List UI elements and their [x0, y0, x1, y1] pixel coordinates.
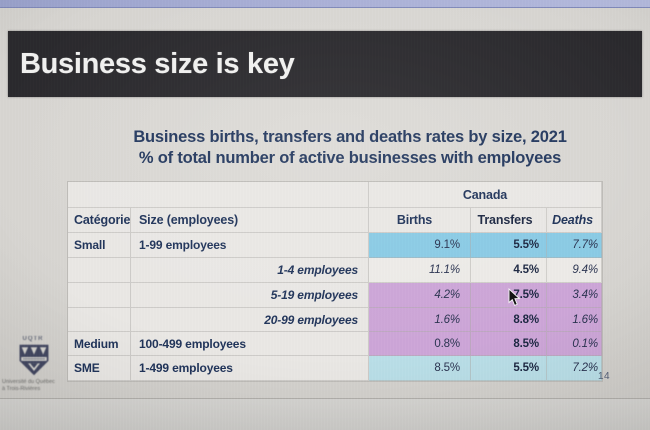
slide-header-bar: Business size is key: [8, 31, 642, 97]
col-header-size: Size (employees): [131, 208, 369, 233]
chart-title-line1: Business births, transfers and deaths ra…: [133, 128, 567, 146]
logo-shield-icon: [19, 344, 49, 376]
size-cell: 100-499 employees: [131, 332, 369, 356]
university-logo: UQTR Université du Québec à Trois-Rivièr…: [2, 336, 86, 392]
chart-title-line2: % of total number of active businesses w…: [138, 149, 562, 167]
deaths-cell: 7.7%: [547, 233, 602, 258]
category-cell: Medium: [68, 332, 131, 356]
size-cell: 1-99 employees: [131, 233, 369, 258]
region-header-spacer: [68, 182, 369, 208]
deaths-cell: 9.4%: [547, 258, 602, 283]
transfers-cell: 4.5%: [471, 258, 547, 283]
births-cell: 11.1%: [369, 258, 471, 283]
col-header-category: Catégorie: [68, 208, 131, 233]
deaths-cell: 7.2%: [547, 356, 602, 381]
col-header-births: Births: [369, 208, 471, 233]
window-top-strip: [0, 0, 650, 8]
births-cell: 8.5%: [369, 356, 471, 381]
transfers-cell: 8.8%: [471, 308, 547, 332]
col-header-deaths: Deaths: [547, 208, 602, 233]
transfers-cell: 5.5%: [471, 233, 547, 258]
slide-page-number: 14: [598, 371, 611, 382]
transfers-cell: 8.5%: [471, 332, 547, 356]
deaths-cell: 1.6%: [547, 308, 602, 332]
logo-caption-line2: à Trois-Rivières: [2, 385, 41, 392]
size-cell: 5-19 employees: [131, 283, 369, 308]
deaths-cell: 0.1%: [547, 332, 602, 356]
category-cell: SME: [68, 356, 131, 381]
chart-title-block: Business births, transfers and deaths ra…: [70, 127, 630, 169]
logo-wordmark: UQTR: [22, 336, 44, 342]
category-cell: [68, 308, 131, 332]
size-cell: 20-99 employees: [131, 308, 369, 332]
births-cell: 9.1%: [369, 233, 471, 258]
mouse-cursor-icon: [508, 287, 521, 312]
category-cell: [68, 283, 131, 308]
col-header-transfers: Transfers: [471, 208, 547, 233]
size-cell: 1-499 employees: [131, 356, 369, 381]
deaths-cell: 3.4%: [547, 283, 602, 308]
transfers-cell: 5.5%: [471, 356, 547, 381]
logo-caption-line1: Université du Québec: [2, 379, 55, 385]
region-header-canada: Canada: [369, 182, 602, 208]
category-cell: [68, 258, 131, 283]
slide-header-title: Business size is key: [20, 48, 295, 80]
transfers-cell: 7.5%: [471, 283, 547, 308]
births-cell: 4.2%: [369, 283, 471, 308]
births-cell: 1.6%: [369, 308, 471, 332]
below-slide-area: [0, 399, 650, 430]
births-cell: 0.8%: [369, 332, 471, 356]
size-cell: 1-4 employees: [131, 258, 369, 283]
rates-table: Canada Catégorie Size (employees) Births…: [67, 181, 603, 382]
category-cell: Small: [68, 233, 131, 258]
